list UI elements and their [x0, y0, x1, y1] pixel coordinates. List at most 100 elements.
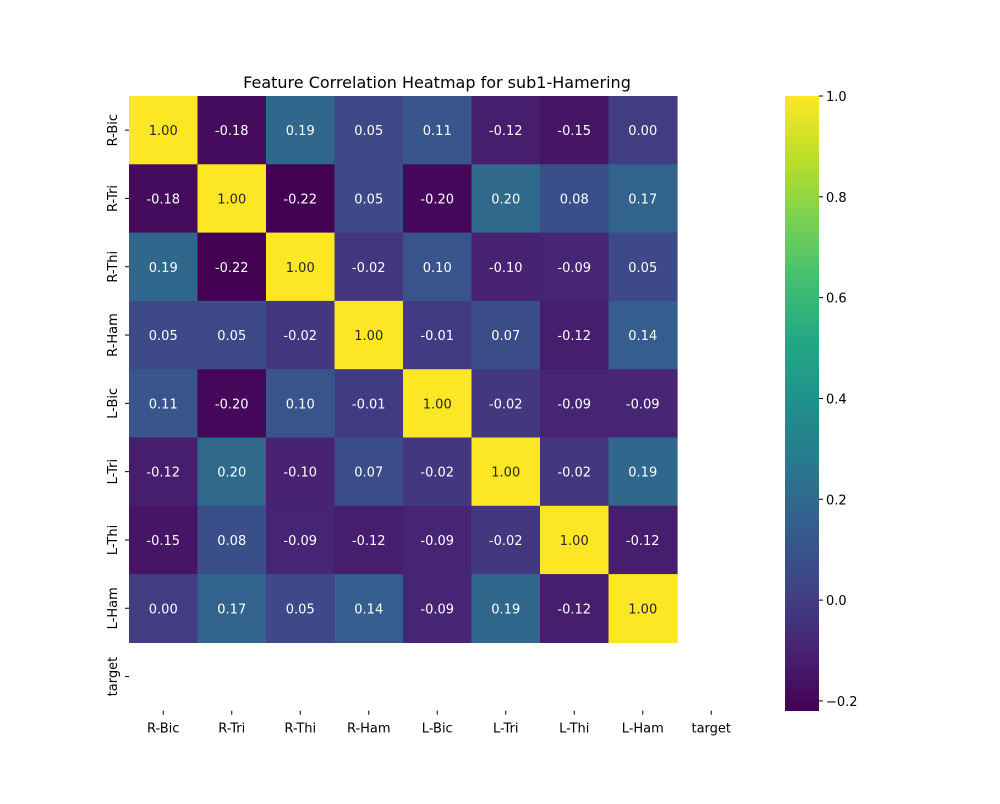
cell-value-label: 0.20 — [217, 466, 246, 481]
cell-value-label: -0.02 — [557, 466, 591, 481]
cell-value-label: -0.02 — [489, 397, 523, 412]
cell-value-label: -0.09 — [626, 397, 660, 412]
heatmap-cell — [197, 574, 267, 643]
heatmap-cell — [540, 96, 610, 165]
cell-value-label: -0.20 — [420, 192, 454, 207]
heatmap-cell — [334, 574, 404, 643]
heatmap-cell — [266, 96, 336, 165]
colorbar-tick-label: 0.4 — [826, 392, 847, 407]
heatmap-cell — [471, 232, 541, 302]
heatmap-cell — [471, 505, 541, 575]
cell-value-label: 0.05 — [354, 124, 383, 139]
y-tick-label: R-Tri — [106, 185, 121, 212]
heatmap-cell — [197, 232, 267, 302]
heatmap-cell — [334, 369, 404, 439]
heatmap-cell — [266, 300, 336, 370]
cell-value-label: 0.20 — [491, 192, 520, 207]
heatmap-cell — [540, 369, 610, 439]
cell-value-label: 0.14 — [354, 602, 383, 617]
cell-value-label: 0.11 — [423, 124, 452, 139]
cell-value-label: 0.17 — [217, 602, 246, 617]
y-axis: R-Bic R-Tri R-Thi R-Ham L-Bic L-Tri L-Thi L-Ham… — [106, 114, 129, 696]
heatmap-cell — [608, 369, 678, 439]
heatmap-cell — [266, 574, 336, 643]
heatmap-cell — [197, 505, 267, 575]
heatmap-cell — [471, 164, 541, 234]
cell-value-label: -0.18 — [146, 192, 180, 207]
cell-value-label: 0.07 — [491, 329, 520, 344]
cell-value-label: -0.10 — [283, 466, 317, 481]
y-tick-label: L-Ham — [106, 587, 121, 629]
cell-value-label: -0.12 — [626, 534, 660, 549]
x-tick-label: R-Bic — [147, 722, 179, 737]
y-tick-label: L-Tri — [106, 459, 121, 485]
cell-value-label: 0.08 — [217, 534, 246, 549]
heatmap-cell — [334, 300, 404, 370]
cell-value-label: 0.05 — [217, 329, 246, 344]
heatmap-cell — [266, 164, 336, 234]
cell-value-label: -0.15 — [146, 534, 180, 549]
heatmap-cell — [334, 437, 404, 507]
cell-value-label: 0.19 — [491, 602, 520, 617]
heatmap-cell — [403, 232, 473, 302]
cell-value-label: -0.02 — [489, 534, 523, 549]
y-tick-label: target — [106, 657, 121, 697]
cell-value-label: 0.10 — [423, 261, 452, 276]
heatmap-cell — [608, 437, 678, 507]
cell-value-label: -0.22 — [283, 192, 317, 207]
y-tick-label: L-Thi — [106, 525, 121, 555]
cell-value-label: 0.14 — [628, 329, 657, 344]
heatmap-cell — [540, 574, 610, 643]
cell-value-label: 0.08 — [560, 192, 589, 207]
cell-value-label: 0.05 — [286, 602, 315, 617]
y-tick-label: L-Bic — [106, 388, 121, 419]
heatmap-cell — [129, 232, 199, 302]
cell-value-label: 0.11 — [149, 397, 178, 412]
cell-value-label: -0.09 — [420, 602, 454, 617]
heatmap-cell — [197, 164, 267, 234]
cell-value-label: -0.22 — [215, 261, 249, 276]
cell-value-label: 1.00 — [628, 602, 657, 617]
x-tick-label: R-Thi — [284, 722, 316, 737]
colorbar-gradient — [785, 96, 819, 711]
heatmap-cell — [608, 232, 678, 302]
cell-value-label: 0.05 — [628, 261, 657, 276]
x-tick-label: L-Bic — [422, 722, 453, 737]
cell-value-label: -0.09 — [420, 534, 454, 549]
colorbar-tick-label: 0.2 — [826, 493, 847, 508]
heatmap-cell — [129, 574, 199, 643]
cell-value-label: -0.02 — [420, 466, 454, 481]
heatmap-cell — [197, 369, 267, 439]
cell-value-label: -0.20 — [215, 397, 249, 412]
cell-value-label: -0.09 — [283, 534, 317, 549]
heatmap-annotations: 1.00 -0.18 0.19 0.05 0.11 -0.12 -0.15 0.00 -0.18… — [146, 124, 659, 617]
heatmap-cell — [471, 369, 541, 439]
heatmap-cell — [334, 164, 404, 234]
heatmap-cell — [403, 505, 473, 575]
cell-value-label: 0.07 — [354, 466, 383, 481]
heatmap-cell — [608, 505, 678, 575]
heatmap-cell — [540, 437, 610, 507]
heatmap-cell — [197, 300, 267, 370]
colorbar-tick-label: −0.2 — [826, 695, 858, 710]
x-tick-label: L-Ham — [622, 722, 664, 737]
cell-value-label: 0.00 — [628, 124, 657, 139]
heatmap-cell — [266, 369, 336, 439]
heatmap-cell — [129, 96, 199, 165]
heatmap-cell — [540, 505, 610, 575]
cell-value-label: -0.12 — [557, 602, 591, 617]
x-tick-label: R-Ham — [347, 722, 391, 737]
heatmap-cell — [129, 164, 199, 234]
x-axis: R-Bic R-Tri R-Thi R-Ham L-Bic L-Tri L-Thi L-Ham… — [147, 710, 731, 737]
heatmap-cell — [608, 96, 678, 165]
cell-value-label: 0.10 — [286, 397, 315, 412]
cell-value-label: 1.00 — [560, 534, 589, 549]
heatmap-cell — [334, 96, 404, 165]
cell-value-label: 0.05 — [149, 329, 178, 344]
colorbar-tick-label: 0.0 — [826, 594, 847, 609]
cell-value-label: 0.17 — [628, 192, 657, 207]
y-tick-label: R-Thi — [106, 251, 121, 283]
heatmap-cell — [471, 96, 541, 165]
heatmap-cell — [266, 505, 336, 575]
heatmap-cell — [129, 437, 199, 507]
